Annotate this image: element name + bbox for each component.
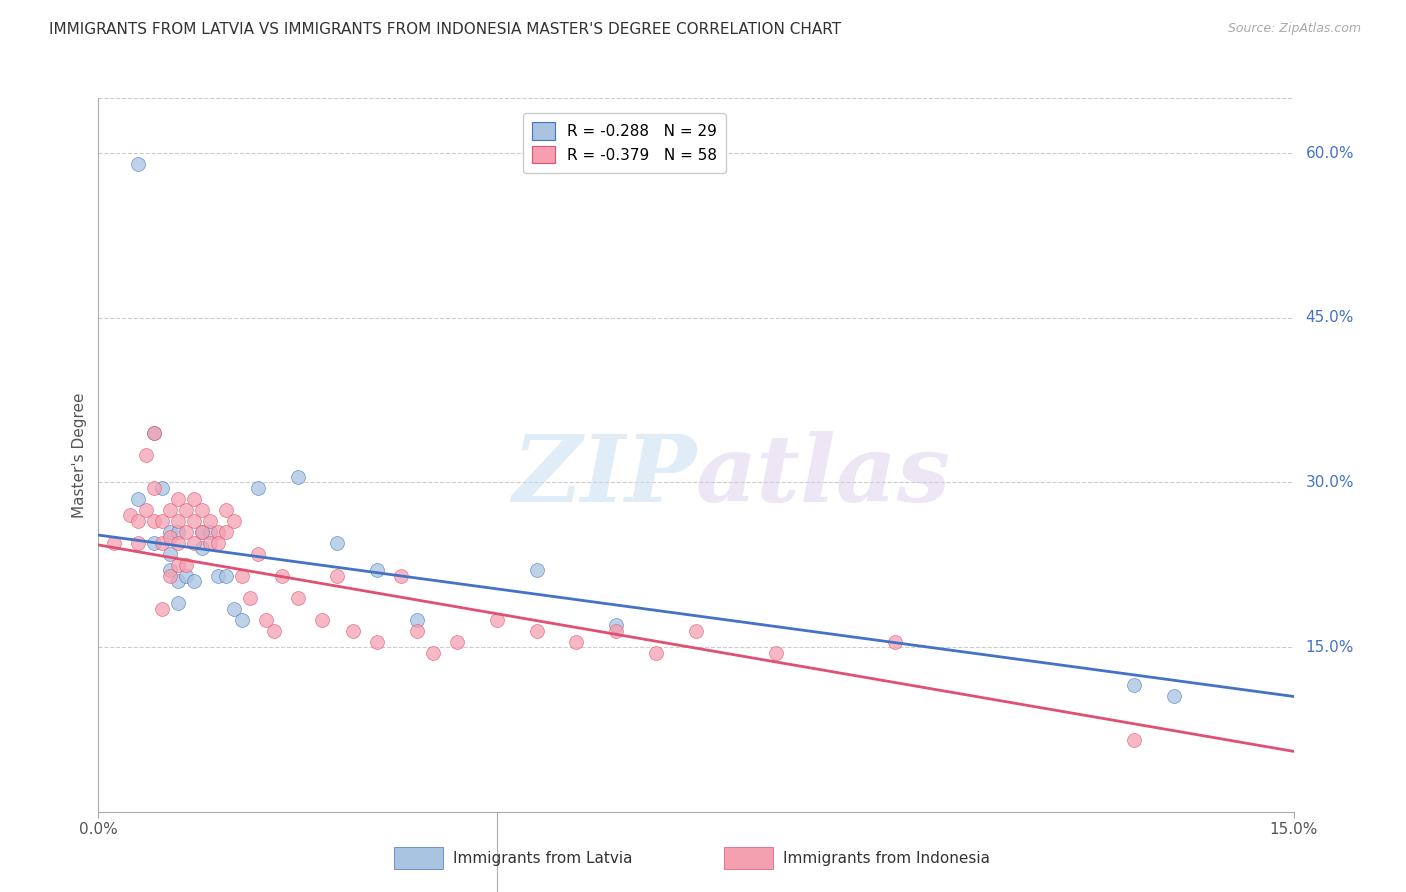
Point <box>222 601 245 615</box>
Point <box>605 618 627 632</box>
Text: Immigrants from Indonesia: Immigrants from Indonesia <box>783 851 990 865</box>
Point <box>167 574 190 589</box>
Point <box>167 491 190 506</box>
Text: 30.0%: 30.0% <box>1305 475 1354 490</box>
Point <box>254 613 277 627</box>
Text: 45.0%: 45.0% <box>1305 310 1354 326</box>
Point <box>207 524 229 539</box>
Text: Source: ZipAtlas.com: Source: ZipAtlas.com <box>1227 22 1361 36</box>
Point <box>239 591 262 605</box>
Point <box>191 503 214 517</box>
Point <box>207 535 229 549</box>
Point <box>191 541 214 556</box>
Point <box>150 481 173 495</box>
Point <box>159 563 181 577</box>
Legend: R = -0.288   N = 29, R = -0.379   N = 58: R = -0.288 N = 29, R = -0.379 N = 58 <box>523 113 725 173</box>
Point <box>167 514 190 528</box>
Text: atlas: atlas <box>696 432 952 521</box>
Point <box>150 535 173 549</box>
Point <box>366 563 388 577</box>
Point <box>311 613 333 627</box>
Point <box>150 601 173 615</box>
Point <box>215 524 238 539</box>
Point <box>174 503 197 517</box>
Point <box>526 624 548 638</box>
Text: IMMIGRANTS FROM LATVIA VS IMMIGRANTS FROM INDONESIA MASTER'S DEGREE CORRELATION : IMMIGRANTS FROM LATVIA VS IMMIGRANTS FRO… <box>49 22 841 37</box>
Point <box>1123 678 1146 692</box>
Point <box>246 547 269 561</box>
Point <box>342 624 364 638</box>
Point <box>485 613 508 627</box>
Point <box>159 568 181 582</box>
Point <box>167 535 190 549</box>
Point <box>159 503 181 517</box>
Text: 15.0%: 15.0% <box>1305 640 1354 655</box>
Point <box>231 568 253 582</box>
Point <box>159 530 181 544</box>
Point <box>127 535 149 549</box>
Point <box>183 514 205 528</box>
Point <box>645 646 668 660</box>
Point <box>167 524 190 539</box>
Point <box>765 646 787 660</box>
Point <box>198 535 221 549</box>
Point <box>174 558 197 572</box>
Text: Immigrants from Latvia: Immigrants from Latvia <box>453 851 633 865</box>
Point <box>159 524 181 539</box>
Point <box>1123 733 1146 747</box>
Point <box>198 524 221 539</box>
Point <box>135 448 157 462</box>
Point <box>685 624 707 638</box>
Point <box>174 568 197 582</box>
Point <box>191 524 214 539</box>
Point <box>143 481 166 495</box>
Point <box>406 624 429 638</box>
Point <box>422 646 444 660</box>
Point <box>389 568 412 582</box>
Point <box>406 613 429 627</box>
Point <box>167 558 190 572</box>
Text: 60.0%: 60.0% <box>1305 145 1354 161</box>
Point <box>127 514 149 528</box>
Point <box>167 596 190 610</box>
Point <box>103 535 125 549</box>
Point <box>127 157 149 171</box>
Point <box>143 514 166 528</box>
Point <box>120 508 142 523</box>
Point <box>183 491 205 506</box>
Point <box>526 563 548 577</box>
Point <box>198 514 221 528</box>
Point <box>270 568 292 582</box>
Point <box>884 634 907 648</box>
Point <box>174 524 197 539</box>
Point <box>287 591 309 605</box>
Point <box>605 624 627 638</box>
Point <box>287 470 309 484</box>
Point <box>326 568 349 582</box>
Point <box>215 568 238 582</box>
Point <box>263 624 285 638</box>
Point <box>222 514 245 528</box>
Point <box>143 425 166 440</box>
Text: ZIP: ZIP <box>512 432 696 521</box>
Point <box>159 547 181 561</box>
Point <box>366 634 388 648</box>
Point <box>143 535 166 549</box>
Point <box>150 514 173 528</box>
Point <box>1163 690 1185 704</box>
Point <box>143 425 166 440</box>
Point <box>207 568 229 582</box>
Point <box>231 613 253 627</box>
Point <box>215 503 238 517</box>
Point <box>135 503 157 517</box>
Point <box>326 535 349 549</box>
Point <box>191 524 214 539</box>
Point <box>183 574 205 589</box>
Point <box>246 481 269 495</box>
Point <box>183 535 205 549</box>
Point <box>565 634 588 648</box>
Y-axis label: Master's Degree: Master's Degree <box>72 392 87 517</box>
Point <box>446 634 468 648</box>
Point <box>127 491 149 506</box>
